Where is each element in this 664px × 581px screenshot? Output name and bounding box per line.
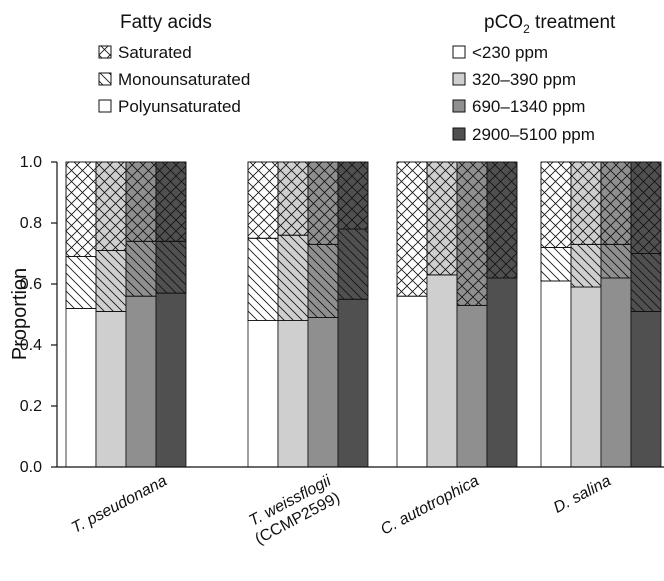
- category-label: T. pseudonana: [69, 472, 170, 536]
- legend-pco2-label-3: 2900–5100 ppm: [472, 125, 595, 144]
- bar-segment-saturated-hatch: [426, 161, 458, 276]
- pco2-swatch-0: [452, 45, 466, 59]
- y-tick-label: 1.0: [20, 154, 42, 171]
- bar-segment-polyunsaturated: [155, 292, 187, 468]
- x-category-labels: T. pseudonana T. weissflogii (CCMP2599) …: [69, 472, 614, 548]
- bar-segment-polyunsaturated: [600, 277, 632, 468]
- saturated-swatch: [98, 45, 112, 59]
- category-label-t-pseudonana: T. pseudonana: [69, 472, 170, 536]
- y-tick-label: 0.0: [20, 459, 42, 476]
- bar-segment-polyunsaturated: [125, 295, 157, 468]
- category-label-t-weissflogii: T. weissflogii (CCMP2599): [246, 472, 342, 548]
- bar-segment-monounsaturated-hatch: [155, 240, 187, 294]
- bar-segment-saturated-hatch: [277, 161, 309, 236]
- legend-pco2-title: pCO2 treatment: [484, 12, 616, 36]
- bar-segment-polyunsaturated: [247, 320, 279, 468]
- legend-pco2-item-3: 2900–5100 ppm: [452, 125, 595, 144]
- legend-pco2-item-0: <230 ppm: [452, 43, 548, 62]
- bar-segment-monounsaturated-hatch: [95, 250, 127, 312]
- legend-pco2-treatment: pCO2 treatment <230 ppm 320–390 ppm 690–…: [452, 12, 616, 144]
- legend-pco2-label-0: <230 ppm: [472, 43, 548, 62]
- y-axis: 0.0 0.2 0.4 0.6 0.8 1.0: [20, 154, 42, 476]
- category-label-c-autotrophica: C. autotrophica: [378, 472, 482, 538]
- legend-pco2-title-main: pCO: [484, 12, 523, 33]
- y-tick-label: 0.2: [20, 398, 42, 415]
- legend-fatty-item-saturated: Saturated: [98, 43, 192, 62]
- bar-segment-polyunsaturated: [486, 277, 518, 468]
- bar-segment-polyunsaturated: [277, 320, 309, 468]
- bar-segment-polyunsaturated: [396, 295, 428, 468]
- bar-segment-saturated-hatch: [247, 161, 279, 239]
- category-label-d-salina: D. salina: [551, 472, 614, 516]
- bar-segment-saturated-hatch: [570, 161, 602, 245]
- legend-fatty-acids: Fatty acids Saturated Monounsaturated Po…: [98, 12, 250, 116]
- pco2-swatch-3: [452, 127, 466, 141]
- legend-pco2-item-1: 320–390 ppm: [452, 70, 576, 89]
- bar-segment-polyunsaturated: [570, 286, 602, 468]
- polyunsaturated-swatch: [98, 99, 112, 113]
- bar-segment-polyunsaturated: [337, 298, 369, 468]
- legend-fatty-label-monounsaturated: Monounsaturated: [118, 70, 250, 89]
- legend-pco2-title-sub: 2: [523, 22, 530, 36]
- bar-segment-monounsaturated-hatch: [247, 237, 279, 321]
- bar-segment-monounsaturated-hatch: [337, 228, 369, 300]
- bar-segment-polyunsaturated: [426, 274, 458, 468]
- bar-segment-polyunsaturated: [307, 317, 339, 468]
- bars-layer: [65, 161, 662, 468]
- category-label: C. autotrophica: [378, 472, 482, 538]
- category-label: D. salina: [551, 472, 614, 516]
- legend-pco2-label-2: 690–1340 ppm: [472, 97, 585, 116]
- legend-pco2-title-rest: treatment: [530, 12, 616, 33]
- bar-segment-polyunsaturated: [65, 307, 97, 468]
- bar-segment-polyunsaturated: [630, 311, 662, 468]
- bar-segment-monounsaturated-hatch: [630, 253, 662, 312]
- pco2-swatch-2: [452, 99, 466, 113]
- bar-segment-saturated-hatch: [630, 161, 662, 254]
- bar-segment-monounsaturated-hatch: [570, 243, 602, 288]
- y-tick-label: 0.8: [20, 215, 42, 232]
- bar-segment-saturated-hatch: [95, 161, 127, 251]
- bar-segment-monounsaturated-hatch: [600, 243, 632, 279]
- monounsaturated-swatch: [98, 72, 112, 86]
- legend-fatty-label-saturated: Saturated: [118, 43, 192, 62]
- bar-segment-saturated-hatch: [456, 161, 488, 306]
- bar-segment-polyunsaturated: [540, 280, 572, 468]
- legend-fatty-label-polyunsaturated: Polyunsaturated: [118, 97, 241, 116]
- bar-segment-saturated-hatch: [486, 161, 518, 279]
- bar-segment-saturated-hatch: [337, 161, 369, 230]
- legend-pco2-label-1: 320–390 ppm: [472, 70, 576, 89]
- bar-segment-saturated-hatch: [307, 161, 339, 245]
- y-axis-title: Proportion: [9, 268, 31, 360]
- y-tick-label: 0.4: [20, 337, 42, 354]
- bar-segment-monounsaturated-hatch: [540, 246, 572, 282]
- bar-segment-saturated-hatch: [600, 161, 632, 245]
- legend-pco2-item-2: 690–1340 ppm: [452, 97, 585, 116]
- bar-segment-monounsaturated-hatch: [125, 240, 157, 297]
- bar-segment-polyunsaturated: [95, 311, 127, 468]
- bar-segment-saturated-hatch: [65, 161, 97, 257]
- legend-fatty-item-monounsaturated: Monounsaturated: [98, 70, 250, 89]
- bar-segment-polyunsaturated: [456, 304, 488, 468]
- bar-segment-saturated-hatch: [155, 161, 187, 242]
- y-tick-label: 0.6: [20, 276, 42, 293]
- bar-segment-monounsaturated-hatch: [307, 243, 339, 318]
- bar-segment-monounsaturated-hatch: [65, 256, 97, 309]
- pco2-swatch-1: [452, 72, 466, 86]
- bar-segment-saturated-hatch: [540, 161, 572, 248]
- bar-segment-saturated-hatch: [125, 161, 157, 242]
- bar-segment-monounsaturated-hatch: [277, 234, 309, 321]
- legend-fatty-item-polyunsaturated: Polyunsaturated: [98, 97, 241, 116]
- legend-fatty-title: Fatty acids: [120, 12, 212, 33]
- bar-segment-saturated-hatch: [396, 161, 428, 297]
